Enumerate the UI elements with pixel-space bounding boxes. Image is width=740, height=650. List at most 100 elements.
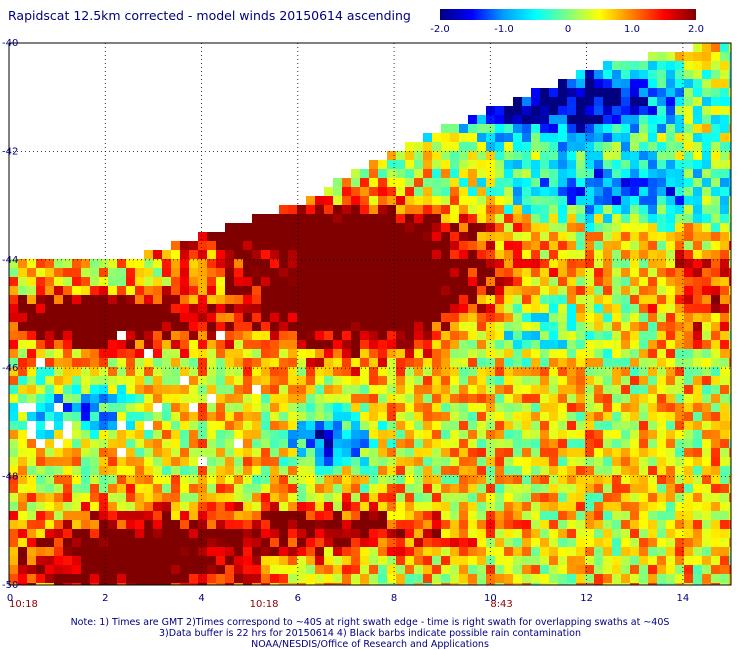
heatmap-cell — [414, 268, 423, 277]
heatmap-cell — [405, 583, 414, 585]
heatmap-cell — [126, 268, 135, 277]
heatmap-cell — [603, 430, 612, 439]
heatmap-cell — [729, 250, 731, 259]
heatmap-cell — [279, 358, 288, 367]
heatmap-cell — [360, 574, 369, 583]
heatmap-cell — [495, 151, 504, 160]
heatmap-cell — [639, 457, 648, 466]
heatmap-cell — [468, 583, 477, 585]
heatmap-cell — [387, 520, 396, 529]
heatmap-cell — [90, 367, 99, 376]
heatmap-cell — [630, 115, 639, 124]
heatmap-cell — [513, 142, 522, 151]
heatmap-cell — [414, 430, 423, 439]
heatmap-cell — [603, 133, 612, 142]
heatmap-cell — [612, 493, 621, 502]
heatmap-cell — [711, 304, 720, 313]
heatmap-cell — [90, 259, 99, 268]
heatmap-cell — [162, 340, 171, 349]
heatmap-cell — [666, 106, 675, 115]
heatmap-cell — [297, 277, 306, 286]
heatmap-cell — [243, 376, 252, 385]
heatmap-cell — [639, 484, 648, 493]
heatmap-cell — [639, 331, 648, 340]
heatmap-cell — [558, 466, 567, 475]
heatmap-cell — [162, 349, 171, 358]
heatmap-cell — [675, 502, 684, 511]
heatmap-cell — [198, 250, 207, 259]
heatmap-cell — [459, 583, 468, 585]
heatmap-cell — [594, 205, 603, 214]
heatmap-cell — [504, 313, 513, 322]
heatmap-cell — [522, 367, 531, 376]
heatmap-cell — [693, 241, 702, 250]
heatmap-cell — [675, 466, 684, 475]
heatmap-cell — [288, 421, 297, 430]
heatmap-cell — [441, 169, 450, 178]
heatmap-cell — [153, 304, 162, 313]
heatmap-cell — [414, 394, 423, 403]
heatmap-cell — [333, 223, 342, 232]
heatmap-cell — [333, 259, 342, 268]
heatmap-cell — [54, 385, 63, 394]
heatmap-cell — [558, 142, 567, 151]
heatmap-cell — [270, 241, 279, 250]
heatmap-cell — [279, 538, 288, 547]
heatmap-cell — [171, 349, 180, 358]
heatmap-cell — [477, 565, 486, 574]
heatmap-cell — [432, 286, 441, 295]
heatmap-cell — [666, 70, 675, 79]
heatmap-cell — [360, 457, 369, 466]
heatmap-cell — [423, 439, 432, 448]
heatmap-cell — [288, 412, 297, 421]
heatmap-cell — [153, 547, 162, 556]
heatmap-cell — [603, 529, 612, 538]
heatmap-cell — [225, 295, 234, 304]
heatmap-cell — [171, 484, 180, 493]
heatmap-cell — [315, 385, 324, 394]
heatmap-cell — [531, 457, 540, 466]
heatmap-cell — [702, 187, 711, 196]
heatmap-cell — [234, 304, 243, 313]
heatmap-cell — [657, 178, 666, 187]
heatmap-cell — [702, 232, 711, 241]
heatmap-cell — [72, 466, 81, 475]
heatmap-cell — [36, 295, 45, 304]
heatmap-cell — [621, 196, 630, 205]
heatmap-cell — [567, 466, 576, 475]
heatmap-cell — [387, 250, 396, 259]
heatmap-cell — [360, 358, 369, 367]
heatmap-cell — [450, 439, 459, 448]
heatmap-cell — [162, 430, 171, 439]
heatmap-cell — [720, 574, 729, 583]
heatmap-cell — [729, 187, 731, 196]
heatmap-cell — [423, 565, 432, 574]
heatmap-cell — [477, 340, 486, 349]
heatmap-cell — [711, 556, 720, 565]
heatmap-cell — [207, 277, 216, 286]
heatmap-cell — [531, 430, 540, 439]
heatmap-cell — [81, 277, 90, 286]
heatmap-cell — [180, 430, 189, 439]
heatmap-cell — [621, 529, 630, 538]
heatmap-cell — [639, 421, 648, 430]
heatmap-cell — [171, 295, 180, 304]
heatmap-cell — [459, 520, 468, 529]
heatmap-cell — [684, 394, 693, 403]
x-tick-label: 6 — [295, 593, 301, 604]
heatmap-cell — [342, 367, 351, 376]
heatmap-cell — [279, 412, 288, 421]
heatmap-cell — [117, 484, 126, 493]
heatmap-cell — [432, 448, 441, 457]
heatmap-cell — [486, 430, 495, 439]
heatmap-cell — [594, 367, 603, 376]
heatmap-cell — [567, 88, 576, 97]
heatmap-cell — [639, 205, 648, 214]
heatmap-cell — [396, 295, 405, 304]
heatmap-cell — [693, 448, 702, 457]
heatmap-cell — [504, 421, 513, 430]
heatmap-cell — [684, 97, 693, 106]
heatmap-cell — [576, 232, 585, 241]
heatmap-cell — [711, 430, 720, 439]
heatmap-cell — [486, 142, 495, 151]
